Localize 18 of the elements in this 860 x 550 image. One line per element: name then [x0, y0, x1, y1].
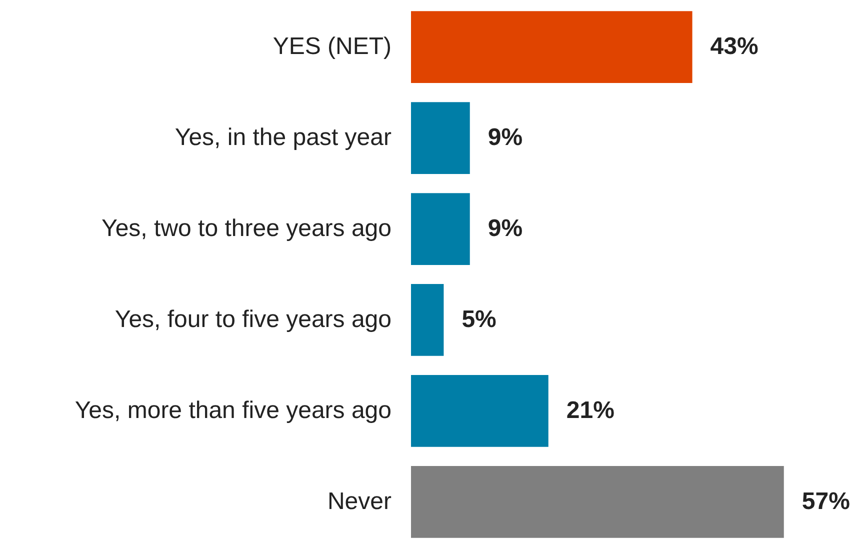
data-label: 9% — [488, 215, 523, 242]
data-label: 9% — [488, 124, 523, 152]
bar — [411, 466, 784, 538]
y-tick-label: YES (NET) — [272, 33, 392, 60]
y-tick-label: Yes, two to three years ago — [102, 215, 392, 242]
data-label: 5% — [462, 306, 496, 333]
bar — [411, 102, 470, 174]
y-tick-label: Yes, four to five years ago — [114, 306, 392, 333]
data-label: 43% — [710, 33, 758, 60]
bar — [411, 375, 548, 447]
bar — [411, 11, 692, 83]
data-label: 21% — [566, 396, 614, 424]
y-tick-label: Yes, in the past year — [174, 124, 392, 152]
bar — [411, 284, 444, 356]
y-tick-label: Never — [327, 488, 392, 515]
bar — [411, 193, 470, 265]
data-label: 57% — [802, 488, 850, 515]
y-tick-label: Yes, more than five years ago — [74, 396, 392, 424]
